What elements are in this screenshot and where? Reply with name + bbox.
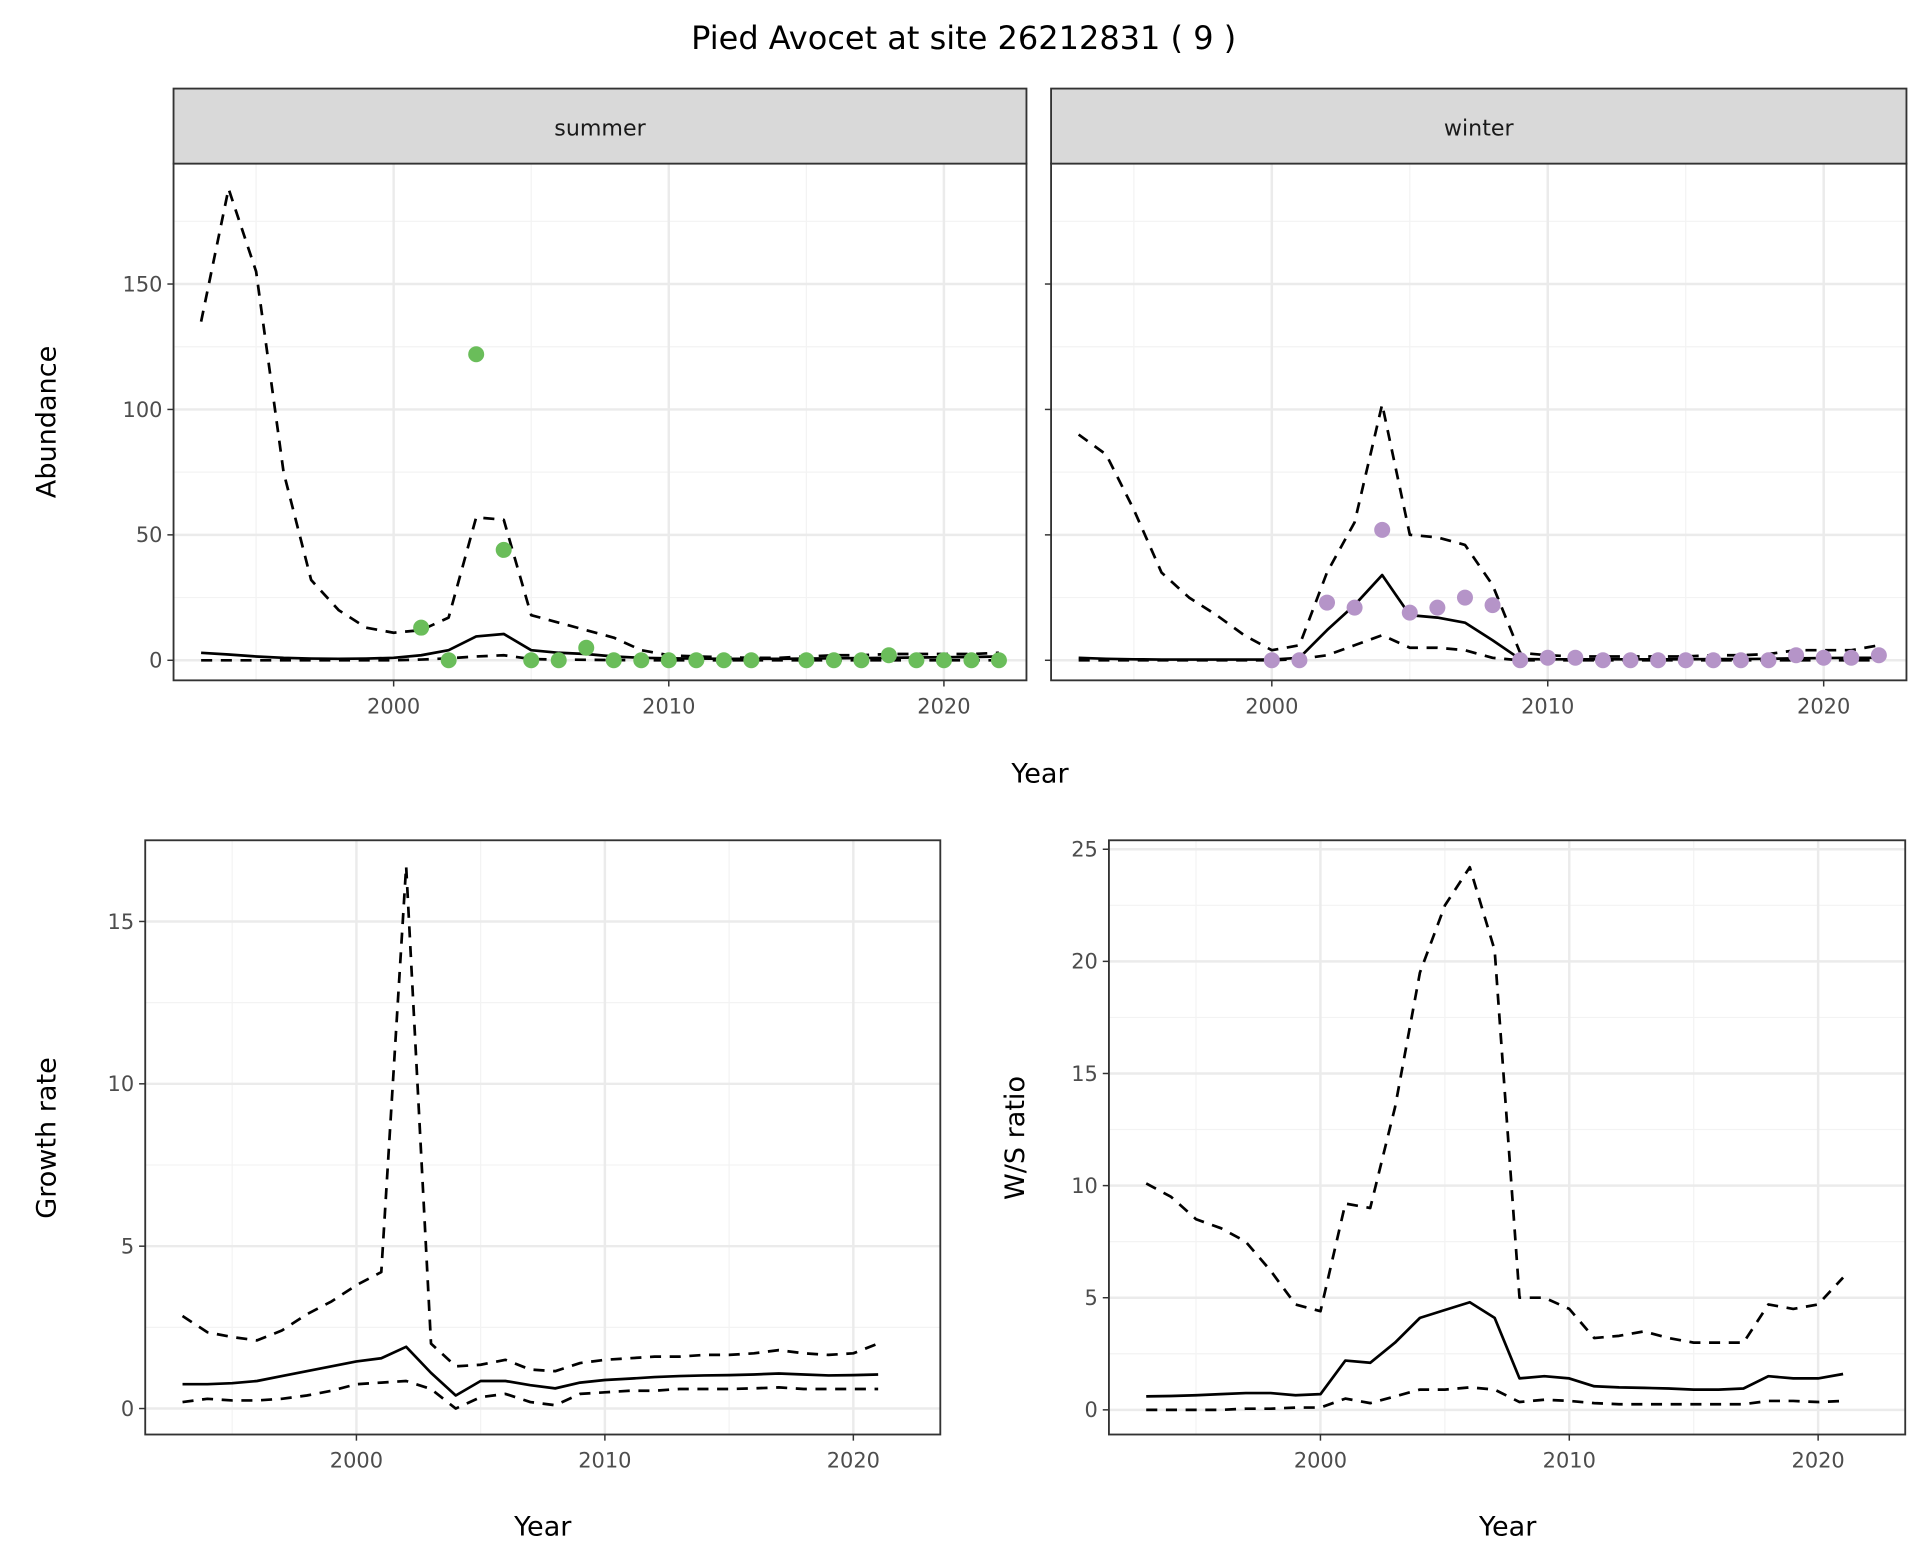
facet-strip (1050, 87, 1908, 165)
observed-count-point (1705, 652, 1722, 669)
observed-count-point (1815, 649, 1832, 666)
observed-count-point (1346, 599, 1363, 616)
observed-count-point (743, 652, 760, 669)
panel-ratio: 2000 2010 2020 0 5 10 15 20 25 (1071, 838, 1907, 1473)
x-tick-label: 2010 (1521, 695, 1574, 719)
observed-count-point (495, 541, 512, 558)
panel-summer: 2000 2010 2020 0 50 100 150 summer (123, 87, 1028, 719)
y-tick-label: 150 (123, 272, 163, 296)
y-tick-label: 25 (1071, 838, 1098, 862)
observed-count-point (825, 652, 842, 669)
upper-bound-line (1077, 403, 1880, 658)
x-tick-label: 2000 (367, 695, 420, 719)
observed-count-point (880, 647, 897, 664)
ratio-y-axis-label: W/S ratio (1000, 1076, 1031, 1200)
observed-count-point (1539, 649, 1556, 666)
growth-y-axis-label: Growth rate (31, 1057, 62, 1218)
estimate-line (182, 1345, 879, 1397)
x-tick-label: 2000 (1294, 1449, 1347, 1473)
observed-count-point (633, 652, 650, 669)
observed-count-point (1732, 652, 1749, 669)
observed-count-point (1263, 652, 1280, 669)
observed-count-point (935, 652, 952, 669)
y-tick-label: 5 (121, 1235, 134, 1259)
observed-count-point (1512, 652, 1529, 669)
upper-bound-line (1145, 865, 1845, 1344)
observed-count-point (468, 346, 485, 363)
observed-count-point (413, 619, 430, 636)
y-tick-label: 0 (1085, 1398, 1098, 1422)
observed-count-point (853, 652, 870, 669)
panel-background (145, 840, 941, 1435)
facet-strip (172, 87, 1028, 165)
top-x-axis-label: Year (1010, 758, 1069, 789)
observed-count-point (1567, 649, 1584, 666)
x-tick-label: 2000 (1245, 695, 1298, 719)
observed-count-point (1788, 647, 1805, 664)
observed-count-point (660, 652, 677, 669)
y-tick-label: 0 (149, 649, 162, 673)
lower-bound-line (201, 653, 999, 662)
observed-count-point (688, 652, 705, 669)
figure-title: Pied Avocet at site 26212831 ( 9 ) (691, 19, 1236, 57)
x-tick-label: 2020 (1797, 695, 1850, 719)
y-tick-label: 100 (123, 398, 163, 422)
y-tick-label: 10 (1071, 1174, 1098, 1198)
observed-count-point (715, 652, 732, 669)
x-tick-label: 2010 (578, 1449, 631, 1473)
x-tick-label: 2020 (917, 695, 970, 719)
y-tick-label: 15 (1071, 1062, 1098, 1086)
growth-x-axis-label: Year (513, 1511, 572, 1542)
x-tick-label: 2000 (330, 1449, 383, 1473)
observed-count-point (1374, 521, 1391, 538)
observed-count-point (1843, 649, 1860, 666)
y-tick-label: 10 (108, 1072, 135, 1096)
observed-count-point (1401, 604, 1418, 621)
observed-count-point (523, 652, 540, 669)
x-tick-label: 2010 (642, 695, 695, 719)
observed-count-point (440, 652, 457, 669)
y-tick-label: 5 (1085, 1286, 1098, 1310)
observed-count-point (1456, 589, 1473, 606)
observed-count-point (1870, 647, 1887, 664)
observed-count-point (1760, 652, 1777, 669)
panel-border (144, 839, 942, 1436)
x-tick-label: 2010 (1543, 1449, 1596, 1473)
observed-count-point (1319, 594, 1336, 611)
observed-count-point (798, 652, 815, 669)
y-tick-label: 0 (121, 1397, 134, 1421)
y-tick-label: 50 (136, 523, 163, 547)
facet-strip-label: summer (554, 115, 646, 141)
y-tick-label: 15 (108, 910, 135, 934)
observed-count-point (1622, 652, 1639, 669)
observed-count-point (1650, 652, 1667, 669)
x-tick-label: 2020 (1792, 1449, 1845, 1473)
ratio-x-axis-label: Year (1478, 1511, 1537, 1542)
x-tick-label: 2020 (827, 1449, 880, 1473)
upper-bound-line (181, 864, 879, 1373)
observed-count-point (578, 639, 595, 656)
observed-count-point (963, 652, 980, 669)
observed-count-point (1484, 597, 1501, 614)
observed-count-point (550, 652, 567, 669)
panel-border (1108, 839, 1907, 1436)
observed-count-point (1677, 652, 1694, 669)
lower-bound-line (182, 1379, 879, 1410)
observed-count-point (605, 652, 622, 669)
observed-count-point (1291, 652, 1308, 669)
panel-growth: 2000 2010 2020 0 5 10 15 (108, 839, 942, 1473)
observed-count-point (990, 652, 1007, 669)
y-tick-label: 20 (1071, 950, 1098, 974)
panel-background (173, 163, 1027, 681)
estimate-line (1146, 1300, 1844, 1398)
facet-strip-label: winter (1444, 115, 1515, 141)
observed-count-point (1594, 652, 1611, 669)
panel-winter: 2000 2010 2020 winter (1044, 87, 1908, 719)
observed-count-point (1429, 599, 1446, 616)
panel-background (1051, 163, 1907, 681)
observed-count-point (908, 652, 925, 669)
top-y-axis-label: Abundance (31, 346, 62, 498)
